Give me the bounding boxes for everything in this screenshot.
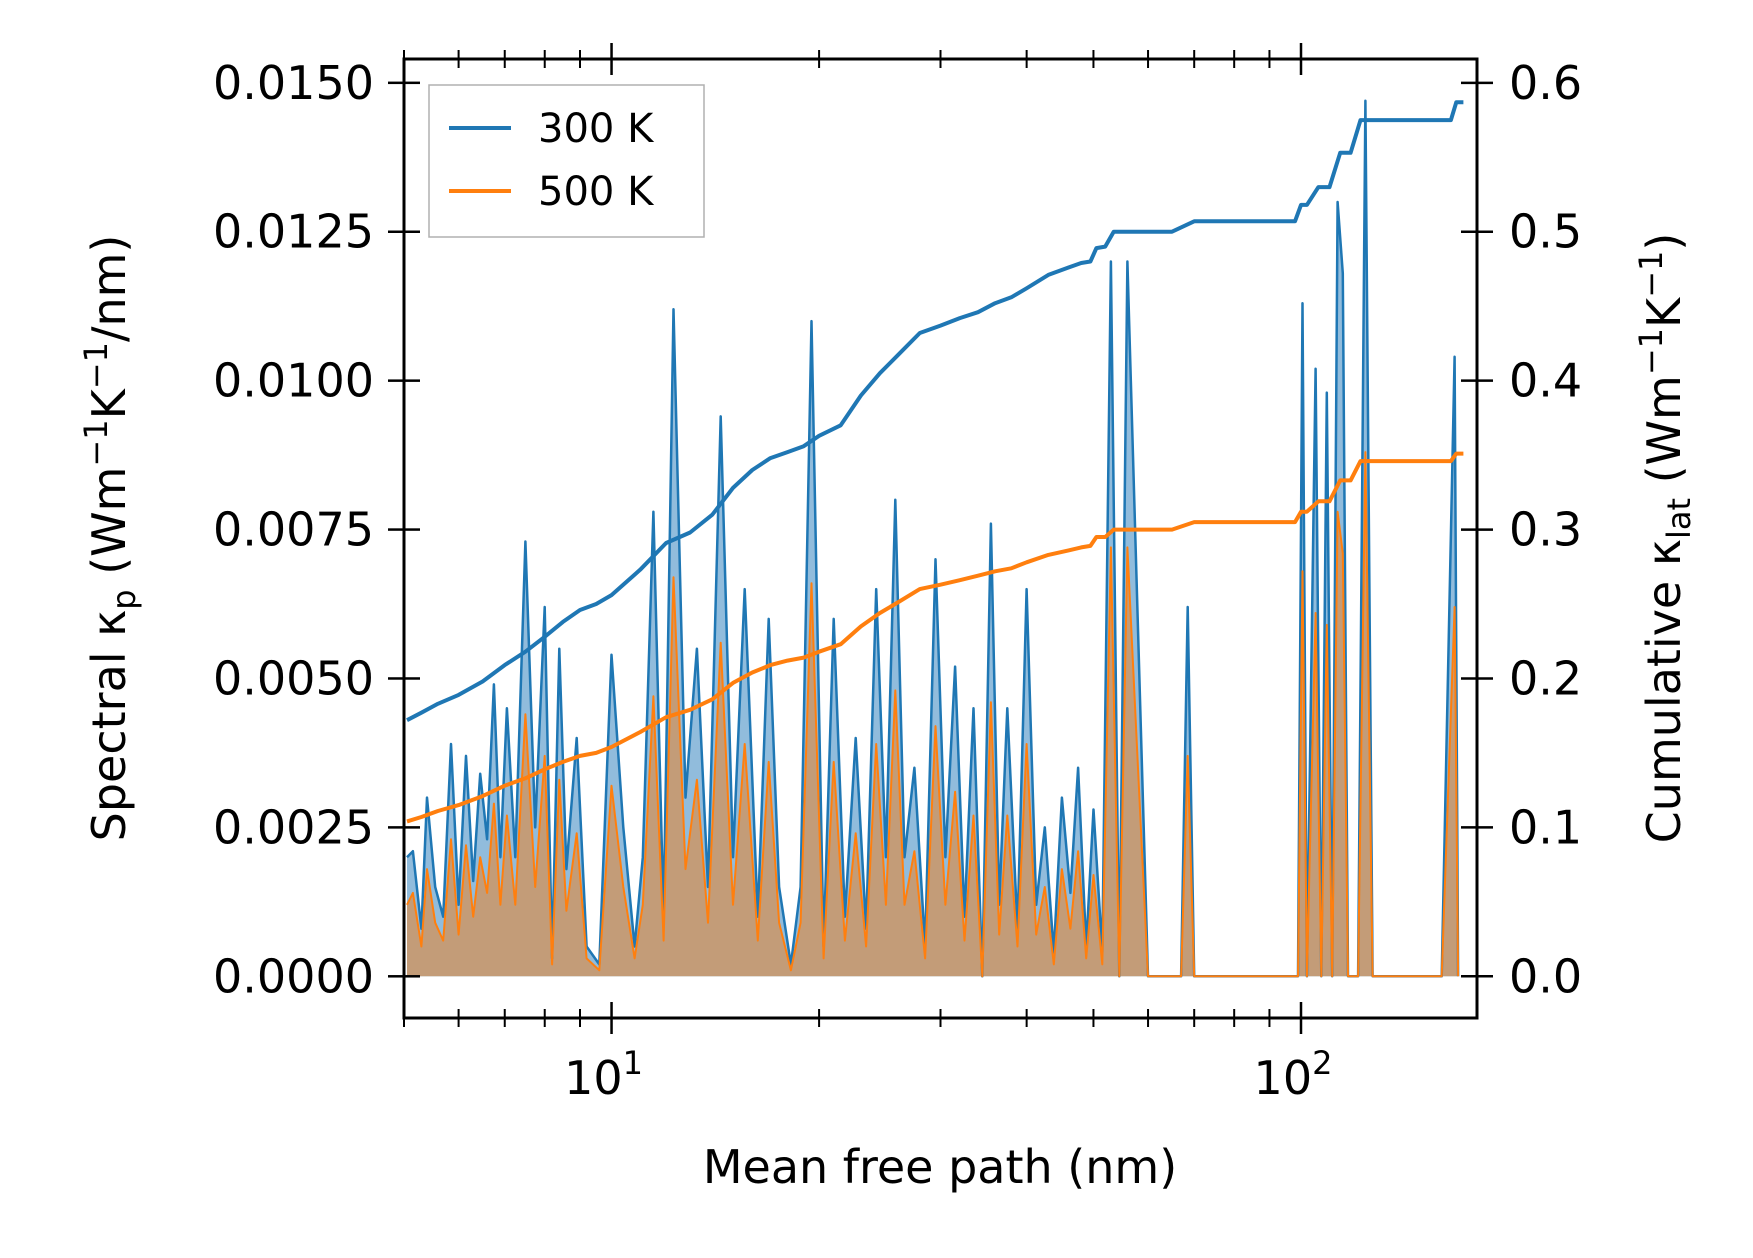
legend: 300 K 500 K	[428, 84, 705, 238]
y-right-tick-label: 0.3	[1509, 503, 1582, 557]
y-right-tick-label: 0.0	[1509, 949, 1582, 1003]
cumulative-500k-line	[406, 451, 1464, 824]
spectral-500k-fill	[407, 452, 1459, 977]
x-axis-label: Mean free path (nm)	[703, 1140, 1177, 1194]
y-left-tick-label: 0.0100	[213, 354, 374, 408]
y-right-tick-label: 0.4	[1509, 354, 1582, 408]
ticks-layer	[388, 43, 1493, 1034]
y-left-tick-label: 0.0150	[213, 56, 374, 110]
y-right-tick-label: 0.6	[1509, 56, 1582, 110]
y-left-tick-label: 0.0075	[213, 503, 374, 557]
y-left-tick-label: 0.0000	[213, 949, 374, 1003]
y-left-tick-label: 0.0050	[213, 651, 374, 705]
y-left-tick-label: 0.0125	[213, 205, 374, 259]
x-tick-label: 102	[1254, 1044, 1333, 1105]
spectral-500k-line	[406, 451, 1460, 978]
y-left-tick-label: 0.0025	[213, 800, 374, 854]
legend-label-500k: 500 K	[538, 169, 655, 215]
y-right-tick-label: 0.1	[1509, 800, 1582, 854]
legend-label-300k: 300 K	[538, 106, 655, 152]
y-axis-label-right: Cumulative κlat (Wm−1K−1)	[1632, 233, 1698, 844]
y-right-tick-label: 0.5	[1509, 205, 1582, 259]
y-axis-label-left: Spectral κp (Wm−1K−1/nm)	[77, 235, 143, 842]
spectral-300k-line	[406, 99, 1460, 978]
cumulative-300k-line	[406, 100, 1464, 722]
data-layer	[406, 99, 1464, 978]
y-right-tick-label: 0.2	[1509, 651, 1582, 705]
x-tick-label: 101	[564, 1044, 643, 1105]
plot-frame	[402, 57, 1479, 1020]
legend-box	[428, 84, 705, 238]
